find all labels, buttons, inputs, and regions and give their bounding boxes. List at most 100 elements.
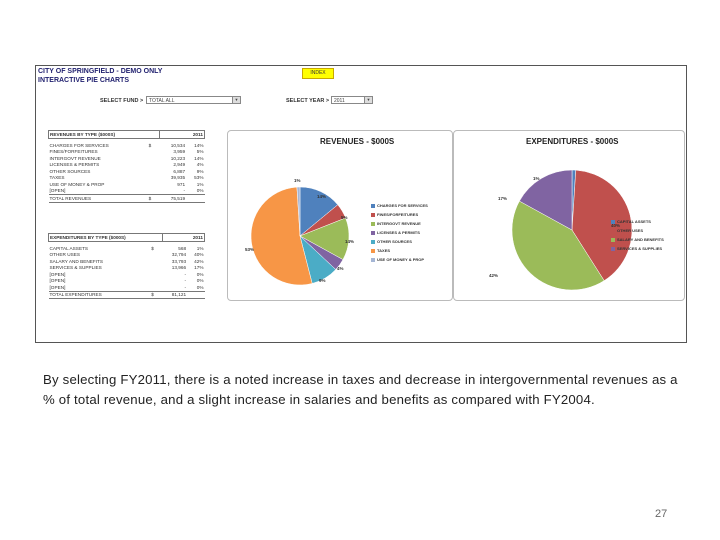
table-row: OTHER USES 32,794 40% (49, 252, 205, 259)
revenues-table: REVENUES BY TYPE ($000S) 2011 CHARGES FO… (47, 130, 205, 203)
cell-label: OTHER SOURCES (49, 168, 91, 174)
cell-empty (187, 290, 205, 299)
cell-empty (186, 194, 205, 203)
table-row: TAXES 39,935 53% (49, 175, 205, 182)
cell-value: 39,935 (170, 175, 186, 181)
table-row: INTERGOVT REVENUE 10,223 14% (49, 155, 205, 162)
revenues-pie (250, 186, 350, 286)
cell-total_cur: $ (150, 290, 163, 299)
cell-pct: 4% (196, 162, 204, 168)
legend-label: OTHER SOURCES (377, 239, 412, 244)
table-row: OTHER SOURCES 6,887 9% (49, 168, 205, 175)
cell-pct: 0% (196, 278, 204, 284)
pie-slice (519, 169, 573, 231)
expenditures-chart: EXPENDITURES - $000S 1% 40% 42% 17% CAPI… (453, 130, 685, 301)
legend-label: INTERGOVT REVENUE (377, 221, 421, 226)
legend-swatch (371, 230, 375, 235)
table-row: [OPEN] - 0% (49, 271, 205, 278)
cell-label: [OPEN] (49, 278, 66, 284)
data-label: 1% (294, 178, 301, 183)
data-label: 17% (498, 196, 508, 201)
cell-pct: 0% (196, 284, 204, 290)
cell-label: SALARY AND BENEFITS (49, 258, 104, 264)
expenditures-table-title: EXPENDITURES BY TYPE ($000S) (48, 233, 163, 242)
data-label: 5% (341, 215, 348, 220)
legend-label: SERVICES & SUPPLIES (617, 246, 663, 251)
table-row: FINES/FORFEITURES 3,959 5% (49, 149, 205, 156)
cell-pct: 40% (194, 252, 204, 258)
data-label: 1% (533, 176, 540, 181)
legend-item: OTHER USES (611, 228, 664, 237)
table-row: [OPEN] - 0% (49, 284, 205, 291)
chevron-down-icon[interactable]: ▼ (364, 97, 372, 103)
index-button[interactable]: INDEX (302, 68, 334, 79)
fund-select-value: TOTAL ALL (149, 98, 175, 104)
table-row: [OPEN] - 0% (49, 278, 205, 285)
legend-label: CHARGES FOR SERVICES (377, 203, 428, 208)
legend-swatch (371, 221, 375, 226)
cell-pct: 42% (194, 258, 204, 264)
cell-total_label: TOTAL REVENUES (48, 194, 148, 203)
legend-item: SALARY AND BENEFITS (611, 237, 664, 246)
legend-label: CAPITAL ASSETS (617, 219, 651, 224)
legend-swatch (371, 203, 375, 208)
legend-swatch (371, 248, 375, 253)
cell-total_value: 75,519 (159, 194, 187, 203)
data-label: 4% (337, 266, 344, 271)
cell-pct: 1% (196, 181, 204, 187)
cell-label: [OPEN] (49, 188, 66, 194)
cell-pct: 14% (194, 155, 204, 161)
table-row: SALARY AND BENEFITS 33,793 42% (49, 258, 205, 265)
fund-select[interactable]: TOTAL ALL ▼ (146, 96, 241, 104)
cell-value: 3,959 (173, 149, 186, 155)
pie-slice (571, 169, 633, 282)
legend-label: TAXES (377, 248, 391, 253)
revenues-table-title: REVENUES BY TYPE ($000S) (47, 130, 161, 139)
cell-pct: 1% (196, 245, 204, 251)
cell-cur: $ (148, 142, 152, 148)
cell-pct: 14% (194, 142, 204, 148)
page-number: 27 (655, 508, 668, 520)
table-row: CHARGES FOR SERVICES $10,534 14% (49, 142, 205, 149)
cell-pct: 0% (196, 271, 204, 277)
data-label: 42% (489, 273, 499, 278)
cell-value: - (184, 278, 187, 284)
legend-label: SALARY AND BENEFITS (617, 237, 664, 242)
cell-label: CAPITAL ASSETS (49, 245, 89, 251)
year-label: SELECT YEAR > (286, 98, 330, 104)
cell-total_value: 81,121 (162, 290, 188, 299)
cell-total_label: TOTAL EXPENDITURES (48, 290, 151, 299)
legend-item: CHARGES FOR SERVICES (371, 203, 428, 212)
cell-cur: $ (151, 245, 154, 251)
cell-pct: 53% (194, 175, 204, 181)
chevron-down-icon[interactable]: ▼ (232, 97, 240, 103)
legend-swatch (611, 246, 615, 251)
table-row: USE OF MONEY & PROP 971 1% (49, 181, 205, 188)
cell-value: 32,794 (171, 252, 187, 258)
data-label: 40% (611, 223, 621, 228)
pie-slice (296, 186, 301, 237)
year-select-value: 2011 (334, 98, 345, 104)
cell-value: 10,223 (170, 155, 186, 161)
cell-value: 13,966 (171, 265, 187, 271)
cell-value: - (183, 188, 186, 194)
legend-label: USE OF MONEY & PROP (377, 257, 425, 262)
table-header: EXPENDITURES BY TYPE ($000S) 2011 (48, 233, 206, 242)
cell-label: INTERGOVT REVENUE (49, 155, 101, 161)
cell-pct: 17% (194, 265, 204, 271)
legend-swatch (371, 239, 375, 244)
legend-label: LICENSES & PERMITS (377, 230, 420, 235)
legend-item: INTERGOVT REVENUE (371, 221, 428, 230)
cell-cur (148, 188, 160, 195)
legend-item: TAXES (371, 248, 428, 257)
cell-pct: 0% (196, 188, 204, 194)
expenditures-table-year: 2011 (161, 233, 206, 242)
sheet-subtitle: INTERACTIVE PIE CHARTS (38, 77, 130, 84)
table-header: REVENUES BY TYPE ($000S) 2011 (47, 130, 205, 139)
legend-item: USE OF MONEY & PROP (371, 257, 428, 266)
table-row: LICENSES & PERMITS 2,949 4% (49, 162, 205, 169)
year-select[interactable]: 2011 ▼ (331, 96, 373, 104)
revenues-chart: REVENUES - $000S 1% 14% 5% 14% 4% 9% 53%… (227, 130, 453, 301)
sheet-title: CITY OF SPRINGFIELD - DEMO ONLY (38, 68, 163, 75)
legend-swatch (611, 219, 615, 224)
